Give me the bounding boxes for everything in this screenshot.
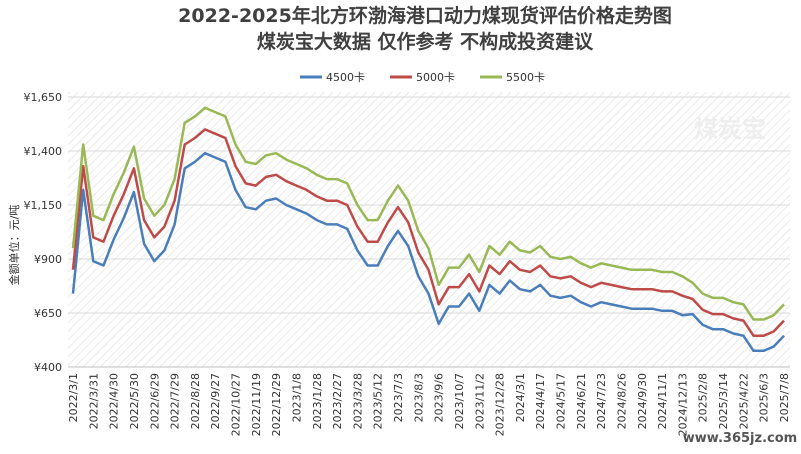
x-tick-label: 2022/10/27 bbox=[230, 373, 243, 436]
x-tick-label: 2024/11/1 bbox=[656, 373, 669, 429]
x-tick-label: 2022/5/30 bbox=[128, 373, 141, 429]
x-tick-label: 2023/5/12 bbox=[372, 373, 385, 429]
x-tick-label: 2024/12/13 bbox=[676, 373, 689, 436]
x-tick-label: 2022/4/30 bbox=[108, 373, 121, 429]
y-tick-label: ¥400 bbox=[34, 361, 62, 374]
chart-title: 2022-2025年北方环渤海港口动力煤现货评估价格走势图 bbox=[178, 4, 672, 27]
y-tick-label: ¥900 bbox=[34, 253, 62, 266]
x-tick-label: 2023/9/6 bbox=[433, 373, 446, 422]
line-series bbox=[71, 106, 785, 321]
x-tick-label: 2022/6/29 bbox=[148, 373, 161, 429]
plot-background bbox=[68, 92, 790, 367]
y-tick-label: ¥1,400 bbox=[24, 145, 63, 158]
x-tick-label: 2022/8/28 bbox=[189, 373, 202, 429]
x-tick-label: 2024/6/21 bbox=[575, 373, 588, 429]
x-tick-label: 2024/3/1 bbox=[514, 373, 527, 422]
x-tick-label: 2024/8/26 bbox=[615, 373, 628, 429]
x-tick-label: 2023/3/28 bbox=[351, 373, 364, 429]
x-tick-label: 2023/1/8 bbox=[290, 373, 303, 422]
x-tick-label: 2024/7/23 bbox=[595, 373, 608, 429]
x-tick-label: 2022/3/1 bbox=[67, 373, 80, 422]
x-tick-label: 2025/7/8 bbox=[778, 373, 791, 422]
x-tick-label: 2025/6/3 bbox=[758, 373, 771, 422]
y-tick-label: ¥1,650 bbox=[24, 91, 63, 104]
x-tick-label: 2022/7/29 bbox=[169, 373, 182, 429]
x-tick-label: 2023/2/27 bbox=[331, 373, 344, 429]
x-tick-label: 2023/11/2 bbox=[473, 373, 486, 429]
x-tick-label: 2022/11/19 bbox=[250, 373, 263, 436]
source-mark: www.365jz.com bbox=[683, 431, 797, 446]
line-series bbox=[71, 151, 785, 353]
x-tick-label: 2024/5/17 bbox=[555, 373, 568, 429]
watermark: 煤炭宝 bbox=[694, 115, 766, 143]
x-tick-label: 2024/4/17 bbox=[534, 373, 547, 429]
x-tick-label: 2025/2/8 bbox=[697, 373, 710, 422]
x-tick-label: 2023/10/7 bbox=[453, 373, 466, 429]
legend-label: 5500卡 bbox=[506, 71, 545, 84]
x-tick-label: 2024/9/30 bbox=[636, 373, 649, 429]
x-tick-label: 2023/12/28 bbox=[494, 373, 507, 436]
legend-label: 4500卡 bbox=[326, 71, 365, 84]
x-tick-label: 2022/9/27 bbox=[209, 373, 222, 429]
y-tick-label: ¥1,150 bbox=[24, 199, 63, 212]
x-tick-label: 2022/3/31 bbox=[87, 373, 100, 429]
x-tick-label: 2022/12/29 bbox=[270, 373, 283, 436]
x-tick-label: 2025/3/14 bbox=[717, 373, 730, 429]
y-tick-label: ¥650 bbox=[34, 307, 62, 320]
x-tick-label: 2023/8/3 bbox=[412, 373, 425, 422]
x-tick-label: 2023/7/3 bbox=[392, 373, 405, 422]
line-series bbox=[71, 128, 785, 337]
legend-label: 5000卡 bbox=[416, 71, 455, 84]
chart-subtitle: 煤炭宝大数据 仅作参考 不构成投资建议 bbox=[257, 30, 594, 53]
x-tick-label: 2023/1/28 bbox=[311, 373, 324, 429]
x-tick-label: 2025/4/22 bbox=[737, 373, 750, 429]
y-axis-label: 金额单位：元/吨 bbox=[7, 205, 21, 286]
